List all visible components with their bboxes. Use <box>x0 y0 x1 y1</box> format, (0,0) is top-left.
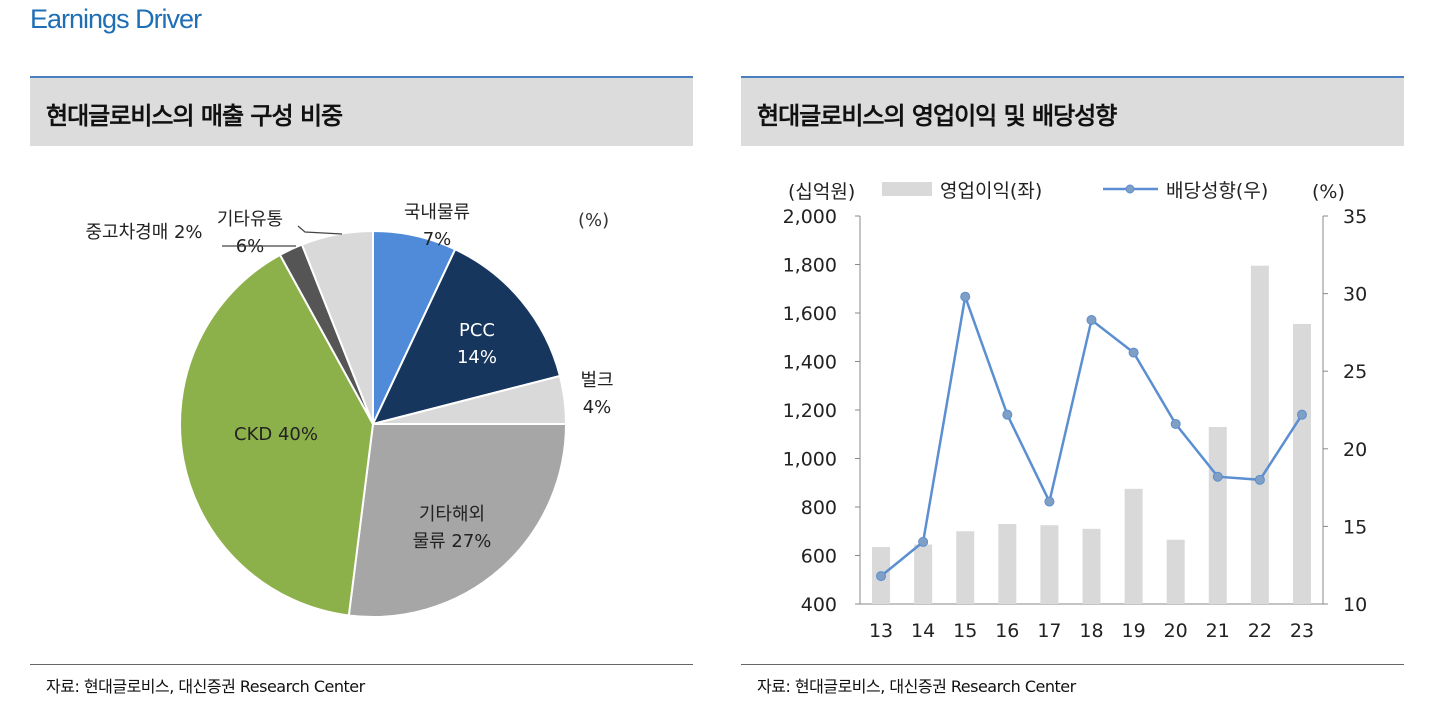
right-panel-source: 자료: 현대글로비스, 대신증권 Research Center <box>757 677 1076 696</box>
pie-label: 국내물류 7% <box>404 202 470 250</box>
line-point <box>1086 314 1097 325</box>
x-tick-label: 23 <box>1290 620 1314 642</box>
x-tick-label: 20 <box>1164 620 1188 642</box>
pie-label: PCC 14% <box>457 320 497 368</box>
bar-operating-profit <box>1124 488 1143 604</box>
bar-operating-profit <box>1166 539 1185 604</box>
x-tick-label: 19 <box>1121 620 1145 642</box>
line-point <box>1296 409 1307 420</box>
x-tick-label: 18 <box>1079 620 1103 642</box>
x-tick-label: 15 <box>953 620 977 642</box>
bar-operating-profit <box>956 531 975 604</box>
pie-slice <box>371 248 562 426</box>
bar-operating-profit <box>1292 323 1311 604</box>
page-title: Earnings Driver <box>30 4 202 34</box>
pie-slice <box>300 229 374 425</box>
legend-bar-label: 영업이익(좌) <box>940 180 1042 202</box>
right-tick-label: 15 <box>1343 516 1367 538</box>
x-tick-label: 22 <box>1248 620 1272 642</box>
left-axis-unit: (십억원) <box>788 181 855 203</box>
bar-operating-profit <box>1250 265 1269 604</box>
left-tick-label: 1,000 <box>783 449 837 471</box>
x-tick-label: 14 <box>911 620 935 642</box>
right-tick-label: 25 <box>1343 361 1367 383</box>
line-point <box>918 536 929 547</box>
left-tick-label: 800 <box>801 497 837 519</box>
left-tick-label: 2,000 <box>783 206 837 228</box>
left-panel-header: 현대글로비스의 매출 구성 비중 <box>30 76 693 146</box>
x-tick-label: 21 <box>1206 620 1230 642</box>
left-panel-title: 현대글로비스의 매출 구성 비중 <box>46 102 343 130</box>
right-tick-label: 30 <box>1343 284 1367 306</box>
left-panel-divider <box>30 664 693 665</box>
left-tick-label: 1,200 <box>783 400 837 422</box>
pie-label: 벌크 4% <box>580 370 613 418</box>
line-point <box>1044 496 1055 507</box>
right-tick-label: 20 <box>1343 439 1367 461</box>
legend-line-marker <box>1125 184 1135 194</box>
left-tick-label: 1,600 <box>783 303 837 325</box>
left-tick-label: 1,800 <box>783 255 837 277</box>
line-point <box>1170 418 1181 429</box>
left-tick-label: 600 <box>801 546 837 568</box>
right-tick-label: 35 <box>1343 206 1367 228</box>
line-point <box>876 571 887 582</box>
leader-line <box>297 225 343 235</box>
right-panel-header: 현대글로비스의 영업이익 및 배당성향 <box>741 76 1404 146</box>
right-tick-label: 10 <box>1343 594 1367 616</box>
line-point <box>960 291 971 302</box>
pie-label: 중고차경매 2% <box>85 222 202 243</box>
x-tick-label: 13 <box>869 620 893 642</box>
x-tick-label: 16 <box>995 620 1019 642</box>
bar-operating-profit <box>1040 525 1059 604</box>
left-tick-label: 1,400 <box>783 352 837 374</box>
bar-operating-profit <box>1208 426 1227 604</box>
pie-unit-label: (%) <box>578 210 609 231</box>
bar-operating-profit <box>1082 528 1101 604</box>
x-tick-label: 17 <box>1037 620 1061 642</box>
right-axis-unit: (%) <box>1312 181 1345 203</box>
right-panel-divider <box>741 664 1404 665</box>
pie-slice <box>347 423 568 618</box>
line-point <box>1254 474 1265 485</box>
left-tick-label: 400 <box>801 594 837 616</box>
line-point <box>1128 347 1139 358</box>
pie-label: 기타해외 물류 27% <box>413 504 492 552</box>
right-panel-title: 현대글로비스의 영업이익 및 배당성향 <box>757 102 1117 130</box>
pie-slice <box>178 253 375 617</box>
line-point <box>1002 409 1013 420</box>
bar-operating-profit <box>914 544 933 604</box>
pie-label: CKD 40% <box>234 424 318 445</box>
bar-operating-profit <box>998 523 1017 604</box>
line-point <box>1212 471 1223 482</box>
legend-bar-swatch <box>882 182 932 196</box>
legend-line-label: 배당성향(우) <box>1166 180 1268 202</box>
left-panel-source: 자료: 현대글로비스, 대신증권 Research Center <box>46 677 365 696</box>
